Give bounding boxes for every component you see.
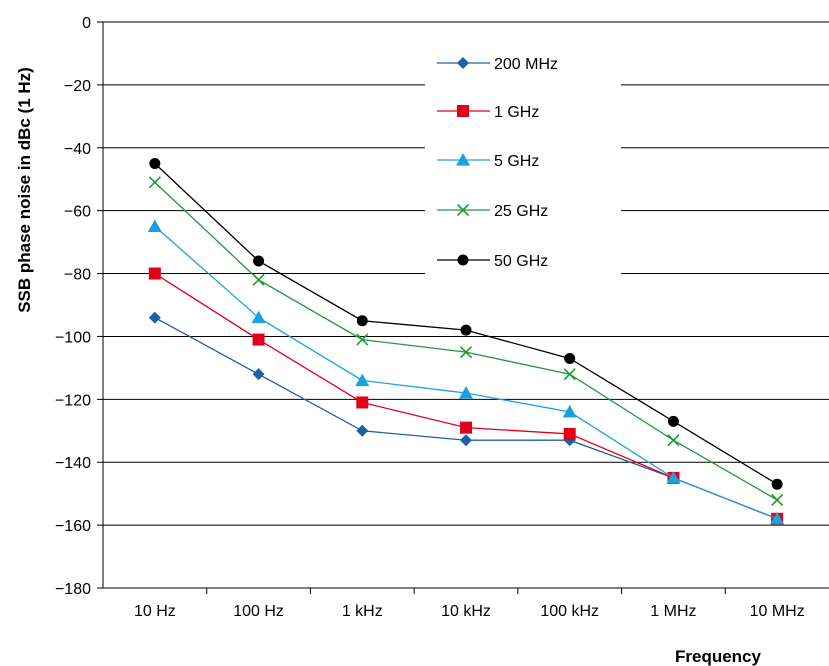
legend-entry: 50 GHz xyxy=(437,253,548,270)
y-tick-label: −100 xyxy=(55,329,91,346)
data-point xyxy=(356,396,369,409)
x-tick-label: 10 MHz xyxy=(750,603,805,620)
data-point xyxy=(356,424,369,437)
y-tick-label: −180 xyxy=(55,581,91,598)
legend-marker xyxy=(457,105,469,117)
y-axis-label: SSB phase noise in dBc (1 Hz) xyxy=(15,67,34,313)
legend-label: 1 GHz xyxy=(494,104,539,121)
series-5-ghz xyxy=(147,219,785,525)
data-point xyxy=(148,311,161,324)
axes xyxy=(97,21,829,594)
data-point xyxy=(252,368,265,381)
series-25-ghz xyxy=(148,176,784,507)
y-tick-label: −140 xyxy=(55,455,91,472)
series-50-ghz xyxy=(149,158,783,490)
y-tick-label: −20 xyxy=(64,78,91,95)
data-point xyxy=(771,478,783,490)
data-point xyxy=(253,255,265,267)
data-point xyxy=(252,273,265,286)
legend-entry: 25 GHz xyxy=(437,203,548,220)
legend-label: 200 MHz xyxy=(494,56,558,73)
tick-labels: 0 −20 −40 −60 −80 −100 −120 −140 −160 −180 10 Hz 10… xyxy=(55,15,805,620)
data-point xyxy=(562,404,577,418)
y-tick-label: −40 xyxy=(64,141,91,158)
x-tick-label: 10 kHz xyxy=(441,603,491,620)
series-lines xyxy=(147,158,785,525)
series-200-mhz xyxy=(148,311,784,525)
x-tick-label: 100 Hz xyxy=(233,603,284,620)
data-point xyxy=(770,511,785,525)
data-point xyxy=(355,373,370,387)
legend-entry: 1 GHz xyxy=(437,104,539,121)
legend-label: 5 GHz xyxy=(494,153,539,170)
data-point xyxy=(459,346,473,359)
data-point xyxy=(148,267,161,280)
data-point xyxy=(564,352,576,364)
x-tick-label: 1 kHz xyxy=(342,603,383,620)
legend-marker xyxy=(457,254,469,266)
legend-marker xyxy=(456,203,470,217)
y-tick-label: 0 xyxy=(82,15,91,32)
y-tick-label: −120 xyxy=(55,392,91,409)
x-tick-label: 10 Hz xyxy=(134,603,176,620)
data-point xyxy=(771,493,784,507)
legend-label: 50 GHz xyxy=(494,253,548,270)
data-point xyxy=(667,415,679,427)
data-point xyxy=(563,427,576,440)
data-point xyxy=(666,470,681,484)
series-line xyxy=(154,317,778,520)
legend-entry: 5 GHz xyxy=(437,153,539,170)
data-point xyxy=(356,315,368,327)
legend-label: 25 GHz xyxy=(494,203,548,220)
y-tick-label: −60 xyxy=(64,204,91,221)
data-point xyxy=(252,333,265,346)
data-point xyxy=(460,434,472,447)
y-tick-label: −160 xyxy=(55,518,91,535)
data-point xyxy=(460,324,472,336)
data-point xyxy=(147,219,162,232)
x-axis-label: Frequency xyxy=(675,647,762,666)
x-tick-label: 1 MHz xyxy=(650,603,696,620)
x-tick-label: 100 kHz xyxy=(540,603,599,620)
y-tick-label: −80 xyxy=(64,267,91,284)
data-point xyxy=(459,386,473,399)
data-point xyxy=(460,421,472,434)
data-point xyxy=(148,176,161,189)
data-point xyxy=(356,333,369,346)
legend-entry: 200 MHz xyxy=(437,56,558,73)
legend-marker xyxy=(456,153,470,166)
legend-marker xyxy=(457,57,469,69)
data-point xyxy=(563,368,576,381)
data-point xyxy=(149,158,161,169)
data-point xyxy=(251,310,266,324)
data-point xyxy=(667,434,680,447)
legend: 200 MHz 1 GHz 5 GHz 25 GHz 50 GHz xyxy=(425,36,621,292)
